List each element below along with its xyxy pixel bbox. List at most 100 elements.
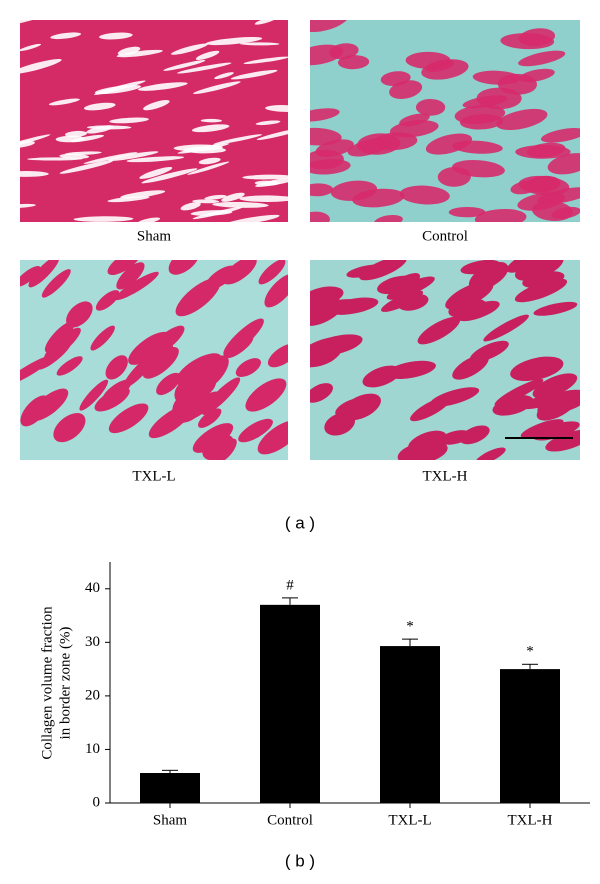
texture-mark	[107, 196, 150, 203]
texture-mark	[221, 192, 245, 202]
texture-mark	[95, 290, 120, 311]
texture	[310, 260, 580, 460]
image-label: Control	[422, 228, 468, 244]
texture-mark	[518, 68, 555, 82]
y-axis-label: Collagen volume fraction	[39, 606, 55, 760]
texture-mark	[20, 58, 62, 75]
texture-mark	[29, 388, 69, 422]
texture-mark	[137, 82, 188, 91]
texture-mark	[460, 260, 500, 275]
y-axis-label: in border zone (%)	[57, 627, 73, 740]
texture-mark	[223, 318, 264, 357]
texture-mark	[180, 202, 201, 211]
texture-mark	[310, 108, 340, 122]
texture-mark	[108, 151, 159, 161]
texture-mark	[475, 447, 506, 460]
texture-mark	[341, 393, 381, 421]
texture-mark	[514, 260, 564, 281]
texture-mark	[531, 200, 573, 222]
texture-mark	[532, 421, 580, 441]
y-tick-label: 20	[85, 687, 100, 703]
texture-mark	[200, 118, 223, 123]
texture	[20, 20, 288, 222]
texture-mark	[243, 56, 288, 64]
texture-mark	[66, 301, 93, 328]
texture-mark	[142, 347, 179, 379]
texture-mark	[518, 28, 556, 47]
texture-mark	[202, 434, 234, 460]
texture-mark	[173, 144, 223, 152]
texture-mark	[20, 20, 39, 26]
texture-mark	[44, 321, 75, 353]
x-tick-label: TXL-L	[388, 812, 431, 828]
texture-mark	[59, 153, 90, 159]
texture-mark	[177, 62, 232, 74]
texture-mark	[192, 199, 220, 204]
bar	[380, 646, 440, 803]
texture-mark	[324, 412, 356, 436]
image-label: TXL-H	[423, 468, 468, 484]
texture-mark	[28, 260, 60, 288]
texture-mark	[20, 355, 53, 385]
texture-mark	[20, 134, 51, 151]
texture-mark	[257, 420, 288, 455]
texture-mark	[198, 157, 221, 165]
panel-caption: ( b )	[285, 851, 315, 870]
texture-mark	[540, 128, 580, 143]
texture-mark	[239, 42, 280, 46]
texture-mark	[310, 127, 342, 146]
texture-mark	[310, 211, 330, 222]
texture-mark	[43, 327, 81, 361]
texture-mark	[187, 161, 230, 175]
texture-group	[310, 20, 580, 222]
error-bar	[522, 663, 538, 670]
texture-mark	[55, 135, 85, 143]
texture	[310, 20, 580, 222]
texture-group	[20, 260, 288, 460]
texture-mark	[547, 153, 580, 175]
image-label: Sham	[137, 228, 172, 244]
texture-mark	[239, 195, 288, 202]
texture-mark	[174, 378, 200, 404]
bar	[500, 669, 560, 803]
texture-mark	[205, 36, 263, 46]
texture-mark	[492, 395, 534, 416]
texture-mark	[197, 408, 222, 428]
texture-mark	[128, 331, 170, 365]
texture-mark	[120, 190, 166, 199]
texture-mark	[459, 425, 490, 445]
texture-mark	[255, 120, 281, 126]
texture-mark	[310, 295, 341, 317]
texture-mark	[20, 43, 42, 52]
texture-mark	[195, 50, 220, 60]
texture-mark	[533, 301, 578, 316]
texture-mark	[114, 271, 159, 301]
texture-mark	[255, 176, 288, 187]
texture-mark	[532, 373, 578, 399]
texture-mark	[83, 152, 138, 164]
texture-mark	[245, 378, 287, 412]
texture-mark	[86, 125, 114, 134]
texture-mark	[310, 159, 351, 175]
texture-mark	[254, 20, 279, 25]
texture-mark	[238, 418, 273, 443]
texture-mark	[256, 128, 288, 141]
texture-mark	[148, 404, 193, 439]
texture-mark	[116, 49, 163, 58]
texture-mark	[462, 95, 508, 109]
texture-mark	[518, 50, 566, 67]
texture-mark	[310, 20, 350, 33]
texture-mark	[141, 168, 198, 184]
texture-mark	[213, 134, 263, 145]
texture-mark	[474, 208, 527, 222]
texture-mark	[380, 71, 411, 86]
texture-mark	[214, 72, 234, 80]
texture-mark	[107, 260, 142, 276]
texture-mark	[374, 214, 403, 222]
texture-mark	[242, 174, 288, 180]
error-bar	[162, 769, 178, 774]
texture-mark	[56, 356, 83, 376]
texture-mark	[514, 278, 568, 303]
texture-mark	[330, 180, 378, 201]
